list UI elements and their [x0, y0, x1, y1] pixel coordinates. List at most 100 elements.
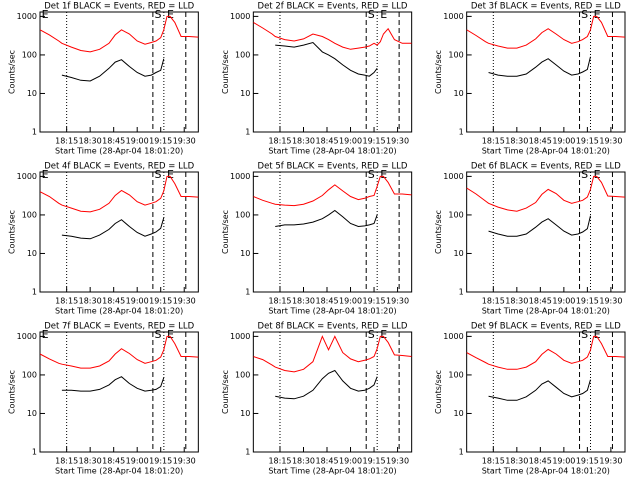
y-tick-label: 10: [453, 89, 463, 98]
x-tick-label: 18:45: [529, 137, 552, 146]
series-line: [40, 335, 199, 369]
x-tick-label: 19:30: [173, 137, 196, 146]
y-axis-label: Counts/sec: [434, 50, 443, 94]
y-tick-label: 1: [245, 448, 250, 457]
y-tick-label: 10: [453, 409, 463, 418]
x-tick-label: 18:45: [529, 457, 552, 466]
plot-frame: [39, 11, 199, 133]
annotation: E: [594, 328, 601, 341]
y-tick-label: 1000: [17, 172, 37, 181]
annotation: S: [368, 328, 375, 341]
y-tick-label: 1: [459, 288, 464, 297]
annotation: E: [167, 8, 174, 21]
series-line: [275, 41, 378, 77]
y-tick-label: 100: [448, 370, 463, 379]
y-tick-label: 1: [459, 128, 464, 137]
y-tick-label: 10: [240, 249, 250, 258]
annotation: E: [380, 168, 387, 181]
y-tick-label: 1000: [230, 332, 250, 341]
x-tick-label: 18:30: [79, 297, 102, 306]
chart-title: Det 9f BLACK = Events, RED = LLD: [471, 322, 621, 332]
plot-frame: [39, 331, 199, 453]
x-tick-label: 18:45: [315, 137, 338, 146]
x-tick-label: 19:00: [552, 297, 575, 306]
chart-title: Det 2f BLACK = Events, RED = LLD: [258, 2, 408, 12]
x-tick-label: 19:00: [339, 457, 362, 466]
y-axis-label: Counts/sec: [221, 370, 230, 414]
x-tick-label: 19:00: [339, 137, 362, 146]
x-tick-label: 18:15: [55, 137, 78, 146]
y-tick-label: 1: [32, 128, 37, 137]
y-axis-label: Counts/sec: [8, 370, 17, 414]
series-line: [61, 376, 165, 392]
y-tick-label: 100: [235, 210, 250, 219]
chart-title: Det 8f BLACK = Events, RED = LLD: [258, 322, 408, 332]
x-tick-label: 18:45: [102, 137, 125, 146]
y-tick-label: 100: [22, 210, 37, 219]
x-tick-label: 18:30: [505, 297, 528, 306]
x-tick-label: 18:45: [102, 297, 125, 306]
annotation: E: [42, 168, 49, 181]
panel: Det 8f BLACK = Events, RED = LLD Start Ti…: [221, 322, 413, 476]
x-tick-label: 19:30: [599, 457, 622, 466]
x-tick-label: 18:30: [79, 137, 102, 146]
x-tick-label: 19:00: [126, 457, 149, 466]
annotation: S: [368, 8, 375, 21]
chart-title: Det 5f BLACK = Events, RED = LLD: [258, 162, 408, 172]
x-axis-label: Start Time (28-Apr-04 18:01:20): [55, 307, 183, 316]
x-axis-label: Start Time (28-Apr-04 18:01:20): [268, 147, 396, 156]
y-tick-label: 1000: [17, 12, 37, 21]
y-tick-label: 100: [448, 210, 463, 219]
series-line: [253, 175, 412, 207]
y-tick-label: 100: [22, 370, 37, 379]
x-tick-label: 19:00: [126, 137, 149, 146]
x-tick-label: 18:15: [482, 137, 505, 146]
annotation: S: [581, 168, 588, 181]
y-tick-label: 1: [245, 128, 250, 137]
x-tick-label: 19:15: [363, 457, 386, 466]
panel: Det 5f BLACK = Events, RED = LLD Start Ti…: [221, 162, 413, 316]
x-tick-label: 18:15: [268, 297, 291, 306]
x-tick-label: 18:15: [55, 297, 78, 306]
plot-frame: [39, 171, 199, 293]
y-axis-label: Counts/sec: [221, 50, 230, 94]
chart-title: Det 7f BLACK = Events, RED = LLD: [44, 322, 194, 332]
x-tick-label: 19:00: [339, 297, 362, 306]
series-line: [275, 209, 378, 228]
x-tick-label: 18:15: [268, 137, 291, 146]
x-tick-label: 19:30: [386, 297, 409, 306]
chart-title: Det 3f BLACK = Events, RED = LLD: [471, 2, 621, 12]
annotation: E: [380, 8, 387, 21]
annotation: S: [581, 8, 588, 21]
x-tick-label: 19:30: [173, 297, 196, 306]
annotation: S: [154, 328, 161, 341]
chart-title: Det 4f BLACK = Events, RED = LLD: [44, 162, 194, 172]
x-tick-label: 19:30: [386, 457, 409, 466]
series-line: [253, 335, 412, 373]
y-tick-label: 1000: [230, 12, 250, 21]
x-tick-label: 18:30: [79, 457, 102, 466]
series-line: [466, 335, 625, 370]
y-tick-label: 10: [27, 249, 37, 258]
x-axis-label: Start Time (28-Apr-04 18:01:20): [268, 467, 396, 476]
chart-title: Det 6f BLACK = Events, RED = LLD: [471, 162, 621, 172]
y-tick-label: 1: [32, 448, 37, 457]
x-tick-label: 18:45: [315, 457, 338, 466]
x-axis-label: Start Time (28-Apr-04 18:01:20): [268, 307, 396, 316]
x-axis-label: Start Time (28-Apr-04 18:01:20): [482, 307, 610, 316]
x-tick-label: 19:30: [386, 137, 409, 146]
x-tick-label: 18:15: [268, 457, 291, 466]
chart-title: Det 1f BLACK = Events, RED = LLD: [44, 2, 194, 12]
series-line: [466, 175, 625, 212]
y-tick-label: 10: [27, 89, 37, 98]
y-axis-label: Counts/sec: [434, 210, 443, 254]
series-line: [253, 21, 412, 50]
x-tick-label: 19:00: [552, 137, 575, 146]
x-tick-label: 18:30: [505, 457, 528, 466]
x-tick-label: 19:15: [363, 137, 386, 146]
x-tick-label: 19:00: [552, 457, 575, 466]
x-tick-label: 19:30: [173, 457, 196, 466]
panel: Det 1f BLACK = Events, RED = LLD Start Ti…: [8, 2, 199, 156]
x-tick-label: 18:30: [292, 297, 315, 306]
x-tick-label: 18:30: [292, 137, 315, 146]
